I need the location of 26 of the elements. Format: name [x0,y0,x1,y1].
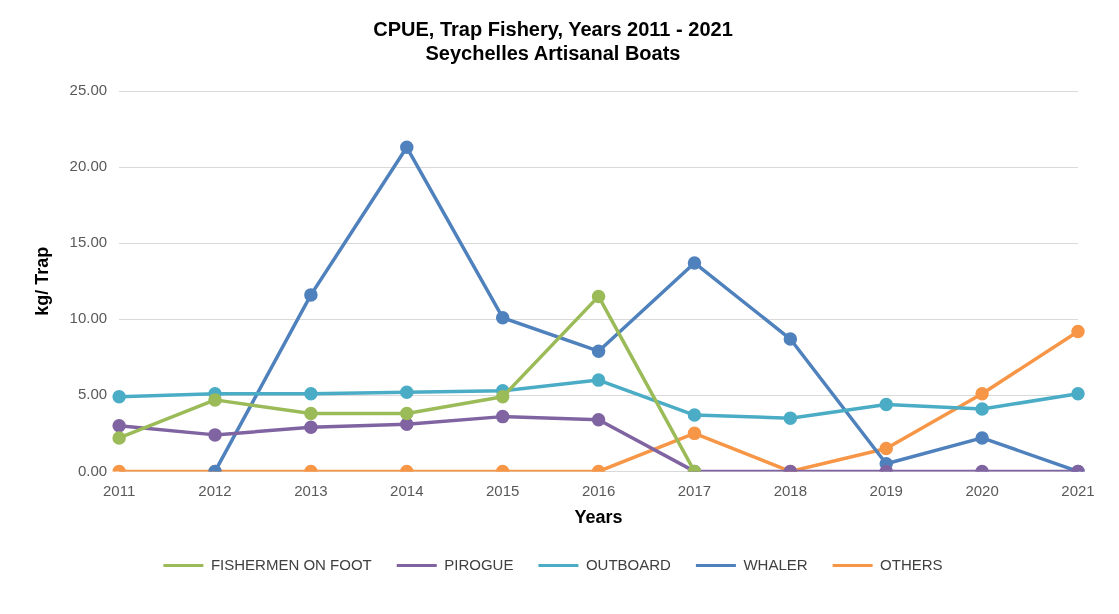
legend-label: WHALER [743,555,808,573]
x-tick-label: 2021 [1061,481,1095,499]
legend-label: FISHERMEN ON FOOT [210,555,372,573]
x-tick-label: 2017 [677,481,712,499]
y-tick-label: 0.00 [77,461,108,479]
y-tick-label: 5.00 [77,385,108,403]
x-tick-label: 2020 [965,481,999,499]
y-tick-label: 20.00 [69,157,108,175]
y-tick-label: 25.00 [69,81,108,99]
y-tick-label: 15.00 [69,233,108,251]
legend-label: OTHERS [880,555,943,573]
x-tick-label: 2019 [869,481,903,499]
y-tick-label: 10.00 [69,309,108,327]
x-tick-label: 2012 [198,481,232,499]
x-tick-label: 2018 [773,481,808,499]
x-tick-label: 2014 [390,481,424,499]
chart-subtitle: Seychelles Artisanal Boats [425,41,681,64]
chart-title: CPUE, Trap Fishery, Years 2011 - 2021 [373,17,733,40]
legend-label: OUTBOARD [585,555,672,573]
y-axis-title: kg/ Trap [31,246,52,316]
x-tick-label: 2016 [581,481,616,499]
x-tick-label: 2011 [103,481,136,499]
x-tick-label: 2013 [294,481,328,499]
x-axis-title: Years [574,507,623,528]
x-tick-label: 2015 [485,481,520,499]
legend-label: PIROGUE [444,555,514,573]
